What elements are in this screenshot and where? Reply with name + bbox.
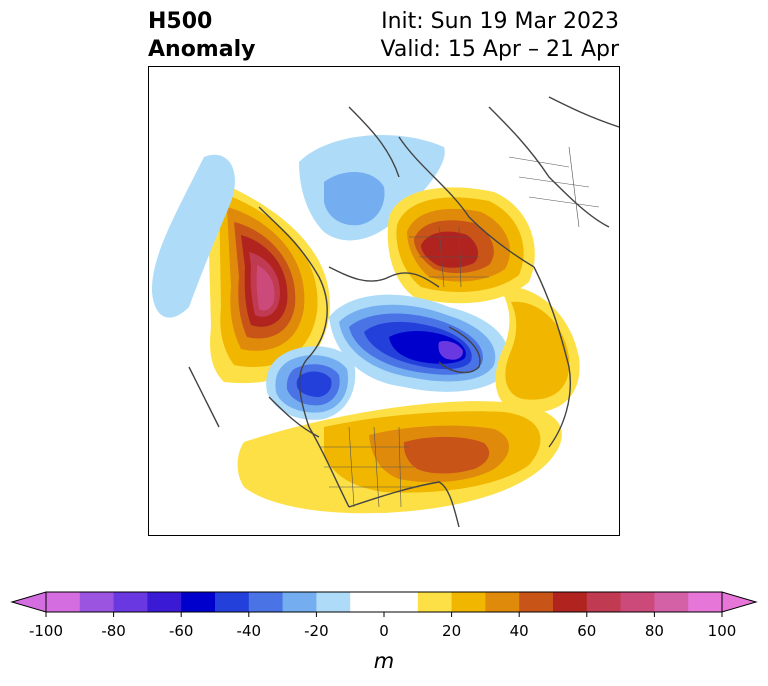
colorbar-bin	[181, 592, 216, 612]
coastlines	[188, 96, 619, 528]
colorbar-bin	[688, 592, 723, 612]
central-russia-trough	[329, 294, 510, 392]
run-info: Init: Sun 19 Mar 2023 Valid: 15 Apr – 21…	[381, 8, 620, 64]
colorbar-ticks: -100 -80 -60 -40 -20 0 20 40 60 80 100	[29, 612, 736, 640]
colorbar-tick-label: -20	[304, 622, 329, 640]
colorbar-bin	[147, 592, 182, 612]
colorbar-bin	[46, 592, 81, 612]
colorbar-bin	[519, 592, 554, 612]
colorbar-tick-label: 80	[645, 622, 664, 640]
colorbar-tick-label: -100	[29, 622, 63, 640]
colorbar-tick-label: -40	[237, 622, 262, 640]
colorbar-bin	[620, 592, 655, 612]
valid-period: Valid: 15 Apr – 21 Apr	[380, 37, 620, 62]
colorbar-bin	[282, 592, 317, 612]
chart-title: H500 Anomaly	[148, 8, 255, 64]
title-line-1: H500	[148, 9, 213, 34]
colorbar-tick-label: -60	[169, 622, 194, 640]
ne-pacific-ridge	[207, 177, 330, 384]
init-time: Init: Sun 19 Mar 2023	[381, 9, 619, 34]
colorbar-bin	[79, 592, 115, 612]
arctic-low	[299, 135, 445, 241]
colorbar-bin	[654, 592, 689, 612]
colorbar-max-arrow	[721, 591, 758, 613]
colorbar-bin	[417, 592, 453, 612]
anomaly-map	[148, 66, 620, 536]
colorbar-bin	[215, 592, 250, 612]
colorbar-bin	[553, 592, 588, 612]
map-svg	[151, 96, 619, 528]
colorbar-tick-label: 0	[379, 622, 389, 640]
atlantic-ridge	[237, 401, 562, 514]
colorbar-bin	[485, 592, 520, 612]
colorbar-tick-label: 40	[510, 622, 529, 640]
colorbar-tick-label: 100	[708, 622, 737, 640]
colorbar-min-arrow	[10, 591, 47, 613]
title-line-2: Anomaly	[148, 37, 256, 62]
colorbar-bin	[586, 592, 622, 612]
colorbar-bin	[113, 592, 148, 612]
colorbar-bin	[316, 592, 351, 612]
colorbar-bin	[451, 592, 486, 612]
siberia-ridge	[495, 286, 580, 413]
colorbar-unit: m	[374, 649, 394, 673]
colorbar-swatches	[46, 592, 723, 612]
colorbar-bin	[350, 592, 385, 612]
colorbar-bin	[248, 592, 284, 612]
pacific-negative-lobe	[151, 154, 235, 318]
colorbar-bin	[384, 592, 419, 612]
colorbar-tick-label: 60	[577, 622, 596, 640]
colorbar-tick-label: 20	[442, 622, 461, 640]
colorbar: -100 -80 -60 -40 -20 0 20 40 60 80 100 m	[10, 591, 758, 673]
colorbar-tick-label: -80	[101, 622, 126, 640]
scandinavia-ridge	[387, 187, 535, 304]
hudson-bay-trough	[266, 346, 356, 420]
political-borders	[319, 146, 600, 508]
